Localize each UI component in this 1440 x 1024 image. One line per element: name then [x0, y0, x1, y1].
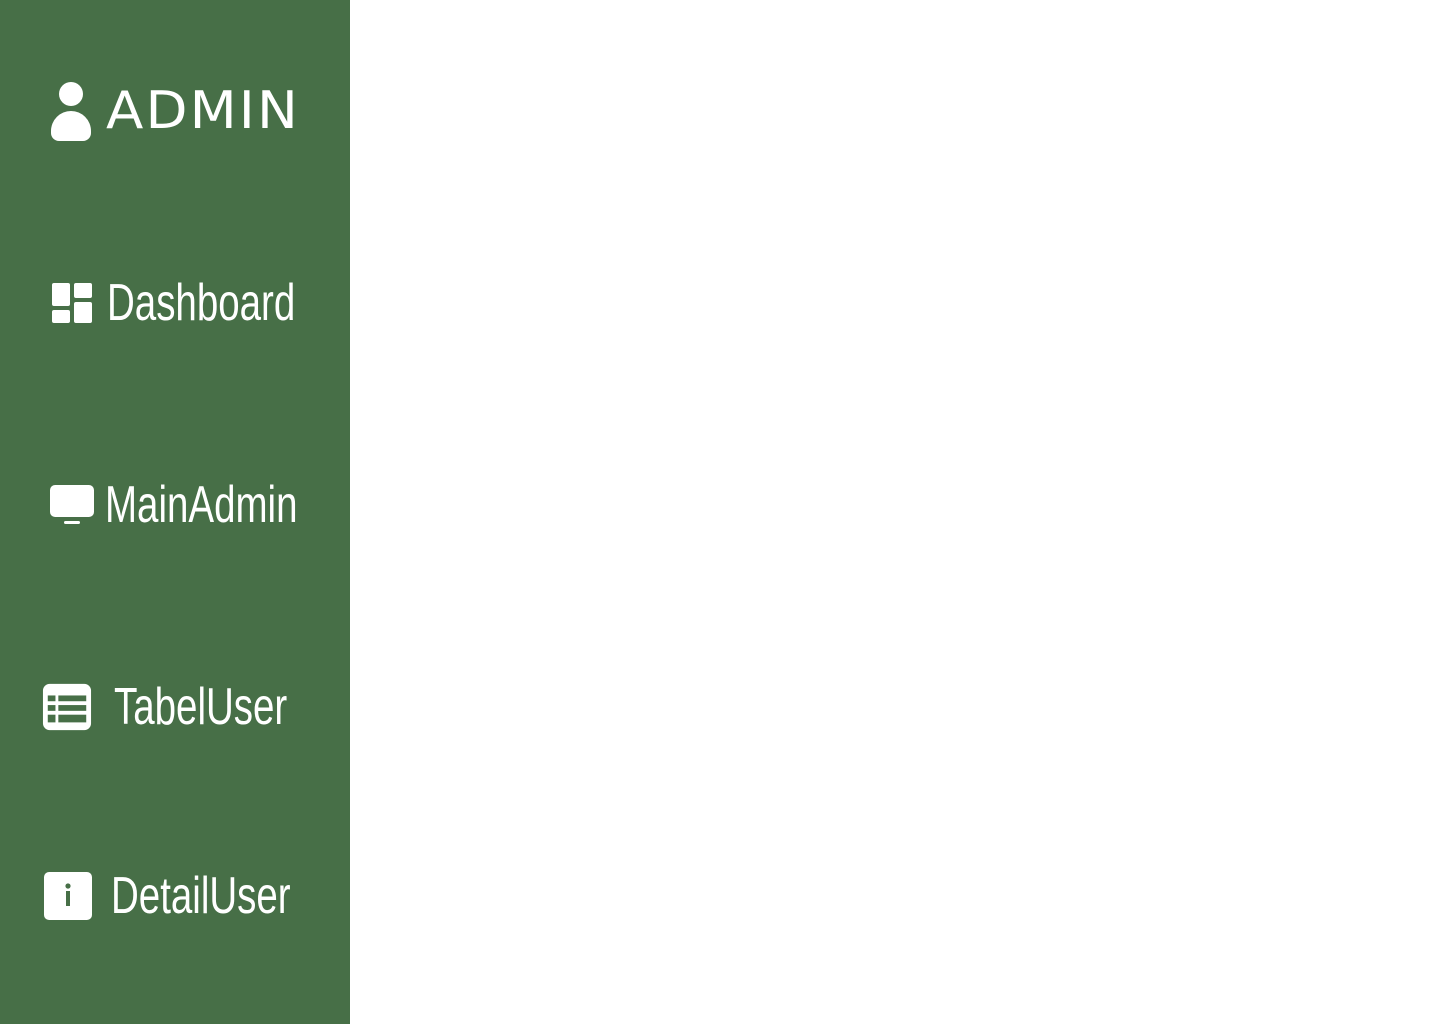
sidebar-item-detailuser[interactable]: DetailUser: [0, 861, 350, 931]
dashboard-icon: [47, 278, 97, 328]
main-content: [350, 0, 1440, 1024]
sidebar-item-label: DetailUser: [111, 867, 291, 925]
sidebar-item-mainadmin[interactable]: MainAdmin: [0, 470, 350, 540]
table-icon: [42, 682, 92, 732]
brand-title: ADMIN: [106, 81, 300, 141]
user-icon-body: [51, 111, 91, 141]
sidebar: ADMIN Dashboard MainAdmin: [0, 0, 350, 1024]
sidebar-brand: ADMIN: [50, 78, 298, 144]
info-icon: [43, 871, 93, 921]
sidebar-item-dashboard[interactable]: Dashboard: [0, 268, 350, 338]
sidebar-item-label: MainAdmin: [105, 476, 298, 534]
sidebar-item-tabeluser[interactable]: TabelUser: [0, 672, 350, 742]
monitor-icon: [47, 480, 97, 530]
sidebar-item-label: TabelUser: [114, 678, 288, 736]
user-icon-head: [59, 82, 83, 106]
sidebar-item-label: Dashboard: [107, 274, 296, 332]
user-icon: [50, 80, 92, 142]
